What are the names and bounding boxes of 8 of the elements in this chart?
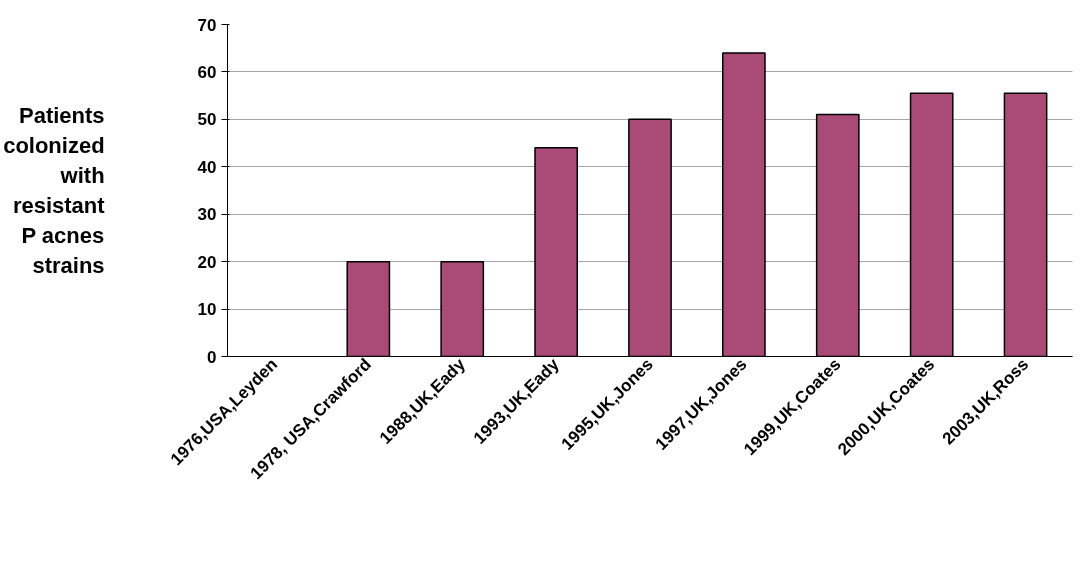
y-tick-label: 50 [197,110,217,130]
y-tick-label: 60 [197,62,217,82]
y-tick-label: 20 [197,252,217,272]
y-tick-label: 30 [197,205,217,225]
y-tick-label: 70 [197,15,217,35]
y-axis-title: Patients colonized with resistant P acnes strains [3,103,106,278]
y-tick-label: 10 [197,300,217,320]
y-tick-label: 40 [197,157,217,177]
